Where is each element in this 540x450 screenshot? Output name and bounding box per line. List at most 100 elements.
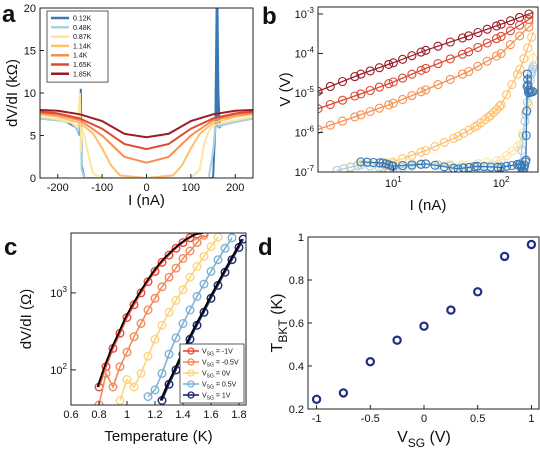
panel-b-point-1-1-8 xyxy=(374,82,384,92)
panel-a-xtick-label-0: -200 xyxy=(47,182,69,194)
panel-c-point-1-4 xyxy=(122,347,132,357)
panel-d-ytick-label-4: 1 xyxy=(298,232,304,244)
panel-a-series-group xyxy=(40,8,253,178)
panel-d-point-4 xyxy=(419,321,429,331)
panel-b-point-3-6-12 xyxy=(512,69,522,79)
panel-c-series-line-1 xyxy=(98,234,205,405)
panel-a-ytick-label-3: 15 xyxy=(24,46,36,58)
panel-c-legend-label-3-v: V xyxy=(202,382,207,389)
panel-b-ytick-label-0-base: 10 xyxy=(295,167,307,179)
panel-b-point-3-6-8 xyxy=(507,79,517,90)
panel-b-point-6-8-4 xyxy=(519,164,529,172)
panel-c-point-3-4 xyxy=(171,333,181,343)
panel-b-point-4-6-0 xyxy=(515,139,525,149)
panel-a-xtick-label-1: -100 xyxy=(91,182,113,194)
panel-c-point-3-7 xyxy=(192,291,202,301)
panel-b-point-2-4-8 xyxy=(482,56,492,66)
panel-b-point-3-2-8 xyxy=(439,137,449,147)
panel-d-point-1 xyxy=(338,388,349,398)
panel-b-point-2-1-0 xyxy=(356,110,366,120)
panel-b-ytick-label-2-base: 10 xyxy=(295,88,307,100)
panel-b-series-line-1 xyxy=(318,16,534,110)
panel-b-ylabel: V (V) xyxy=(277,72,294,106)
panel-c-point-3-3 xyxy=(164,349,174,359)
panel-c-ytick-label-0-exp: 2 xyxy=(63,362,68,371)
panel-b-point-6-5-12 xyxy=(493,162,503,172)
panel-c-point-1-12 xyxy=(178,253,188,263)
panel-d-xtick-label-1: -0.5 xyxy=(361,413,380,425)
panel-b-point-0-2-0 xyxy=(388,58,398,68)
panel-c-legend-label-1: VSG = -0.5V xyxy=(202,360,239,369)
panel-c-point-2-9 xyxy=(178,285,188,295)
panel-d-xlabel: VSG (V) xyxy=(397,429,451,450)
panel-b-point-0-1-4 xyxy=(365,66,375,76)
panel-b-point-0-0-8 xyxy=(337,76,348,87)
panel-a-ytick-label-1: 5 xyxy=(30,131,36,143)
panel-d-point-6 xyxy=(473,287,483,297)
panel-c-point-2-12 xyxy=(199,251,209,261)
panel-c-ytick-label-1-exp: 3 xyxy=(63,285,68,294)
panel-c-point-0-12 xyxy=(178,238,188,248)
panel-d-ylabel: TBKT (K) xyxy=(269,294,290,353)
panel-b-ytick-label-0-exp: -7 xyxy=(307,164,315,173)
panel-c-point-0-11 xyxy=(171,243,181,253)
panel-c-xtick-label-6: 1.8 xyxy=(231,409,246,421)
panel-a-legend-label-3: 1.14K xyxy=(73,43,92,50)
panel-c-legend-swatch-2 xyxy=(187,369,195,377)
panel-c-xtick-label-3: 1.2 xyxy=(147,409,162,421)
panel-c-point-3-12 xyxy=(227,233,237,243)
panel-a-ylabel: dV/dI (kΩ) xyxy=(4,59,21,127)
panel-c-point-0-13 xyxy=(185,233,195,243)
panel-b-point-5-0-4 xyxy=(339,164,349,172)
panel-b-point-1-5-4 xyxy=(505,26,515,36)
panel-a-legend-label-4: 1.4K xyxy=(73,53,88,60)
panel-c-xlabel: Temperature (K) xyxy=(104,428,212,445)
panel-b-point-0-2-8 xyxy=(407,51,417,61)
panel-b-point-0-0-0 xyxy=(318,86,323,96)
panel-b-ytick-label-1: 10-6 xyxy=(295,124,315,139)
panel-c-ytick-label-1-base: 10 xyxy=(50,288,62,300)
panel-b-ytick-label-1-exp: -6 xyxy=(307,124,315,133)
panel-c-legend-label-0: VSG = -1V xyxy=(202,349,233,358)
panel-b-point-2-2-0 xyxy=(388,98,398,108)
panel-b-point-6-0-0 xyxy=(356,157,366,167)
panel-b-point-6-2-4 xyxy=(398,161,408,171)
panel-c-point-4-12 xyxy=(238,234,246,244)
panel-b-point-0-4-4 xyxy=(473,27,483,38)
panel-b-point-5-0-0 xyxy=(332,165,342,172)
panel-c-ytick-label-0-base: 10 xyxy=(50,365,62,377)
panel-b-point-1-4-8 xyxy=(482,38,492,48)
panel-c-point-2-7 xyxy=(164,307,174,317)
panel-b-series-line-2 xyxy=(318,22,534,131)
panel-b-ytick-label-2: 10-5 xyxy=(295,85,315,100)
panel-letter-a: a xyxy=(2,1,16,28)
panel-b-point-1-3-12 xyxy=(457,49,468,59)
panel-d-chart: -1 -0.5 0 0.5 1 0.2 0.4 0.6 0.8 1 VSG (V) TBKT (K) xyxy=(269,232,540,450)
panel-b-point-3-3-8 xyxy=(464,125,474,135)
panel-b-point-3-6-4 xyxy=(501,90,512,100)
panel-a-ytick-label-4: 20 xyxy=(24,3,36,15)
panel-c-point-2-10 xyxy=(185,272,195,282)
panel-b-point-1-0-4 xyxy=(325,99,335,110)
panel-b-point-0-2-4 xyxy=(398,54,408,64)
panel-b-point-1-5-8 xyxy=(515,20,525,30)
panel-b-point-1-2-8 xyxy=(407,69,417,79)
panel-b-point-4-5-0 xyxy=(496,155,506,165)
panel-letter-b: b xyxy=(262,3,277,30)
panel-b-point-5-1-0 xyxy=(356,160,366,170)
panel-b-point-3-6-0 xyxy=(496,100,506,110)
panel-c-legend-label-2-sub: SG xyxy=(207,374,214,380)
panel-b-point-0-1-8 xyxy=(374,63,384,73)
panel-b-point-6-11-12 xyxy=(528,87,538,97)
panel-c-legend-label-2-v: V xyxy=(202,371,207,378)
panel-c-legend-label-0-rest: = -1V xyxy=(214,349,233,356)
panel-b-point-1-2-0 xyxy=(388,77,398,87)
panel-d-ytick-label-3: 0.8 xyxy=(289,275,304,287)
panel-b-point-1-4-0 xyxy=(464,47,474,57)
panel-b-ytick-label-3-exp: -4 xyxy=(307,45,315,54)
panel-c-point-2-3 xyxy=(136,368,146,378)
panel-b-point-0-3-8 xyxy=(445,37,455,47)
